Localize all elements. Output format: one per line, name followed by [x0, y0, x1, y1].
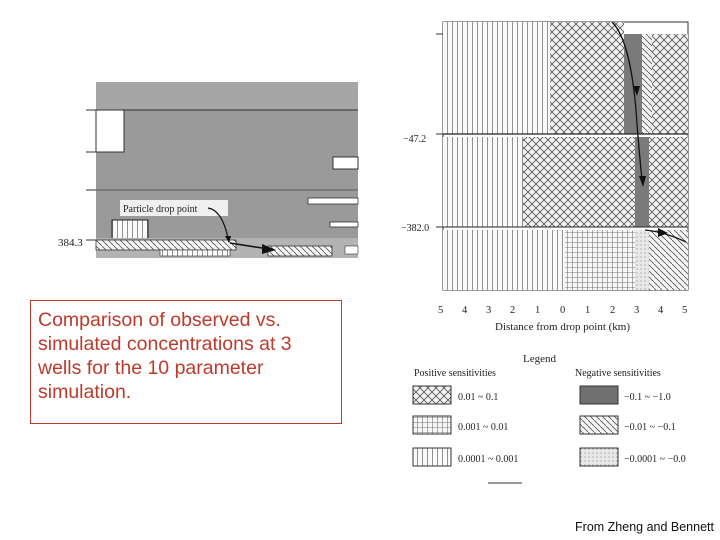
caption-box: Comparison of observed vs. simulated con…: [30, 300, 342, 424]
x-tick-4: 2: [510, 305, 515, 316]
legend-title: Legend: [523, 353, 556, 365]
x-tick-6: 0: [560, 305, 565, 316]
legend-pos-3: 0.0001 ~ 0.001: [458, 454, 518, 465]
legend-swatch-neg-3: [579, 447, 619, 467]
x-tick-2: 4: [462, 305, 468, 316]
x-tick-9: 3: [634, 305, 639, 316]
legend-neg-3: −0.0001 ~ −0.0: [624, 454, 686, 465]
legend-swatch-pos-1: [412, 385, 452, 405]
drop-point-label: Particle drop point: [123, 204, 198, 215]
legend-pos-2: 0.001 ~ 0.01: [458, 422, 508, 433]
x-tick-11: 5: [682, 305, 687, 316]
x-tick-5: 1: [535, 305, 540, 316]
legend-positive-title: Positive sensitivities: [414, 368, 496, 379]
x-tick-8: 2: [610, 305, 615, 316]
legend-swatch-neg-2: [579, 415, 619, 435]
legend-negative-title: Negative sensitivities: [575, 368, 661, 379]
right-y-label-2: −382.0: [401, 223, 429, 234]
right-panel: −47.2 −382.0 5 4 3 2 1 0 1 2 3 4 5 Dista…: [401, 21, 689, 333]
source-credit: From Zheng and Bennett: [575, 520, 714, 534]
legend-swatch-pos-3: [412, 447, 452, 467]
x-tick-3: 3: [486, 305, 491, 316]
legend-neg-2: −0.01 ~ −0.1: [624, 422, 676, 433]
right-y-label-1: −47.2: [403, 134, 426, 145]
legend-neg-1: −0.1 ~ −1.0: [624, 392, 671, 403]
x-tick-10: 4: [658, 305, 664, 316]
legend-pos-1: 0.01 ~ 0.1: [458, 392, 498, 403]
x-tick-7: 1: [585, 305, 590, 316]
caption-text: Comparison of observed vs. simulated con…: [38, 309, 292, 403]
x-axis-label: Distance from drop point (km): [495, 321, 630, 333]
left-panel: Particle drop point 384.3: [58, 82, 359, 258]
legend: Legend Positive sensitivities Negative s…: [412, 353, 686, 484]
legend-swatch-pos-2: [412, 415, 452, 435]
x-tick-1: 5: [438, 305, 443, 316]
left-y-label: 384.3: [58, 237, 83, 249]
legend-swatch-neg-1: [579, 385, 619, 405]
